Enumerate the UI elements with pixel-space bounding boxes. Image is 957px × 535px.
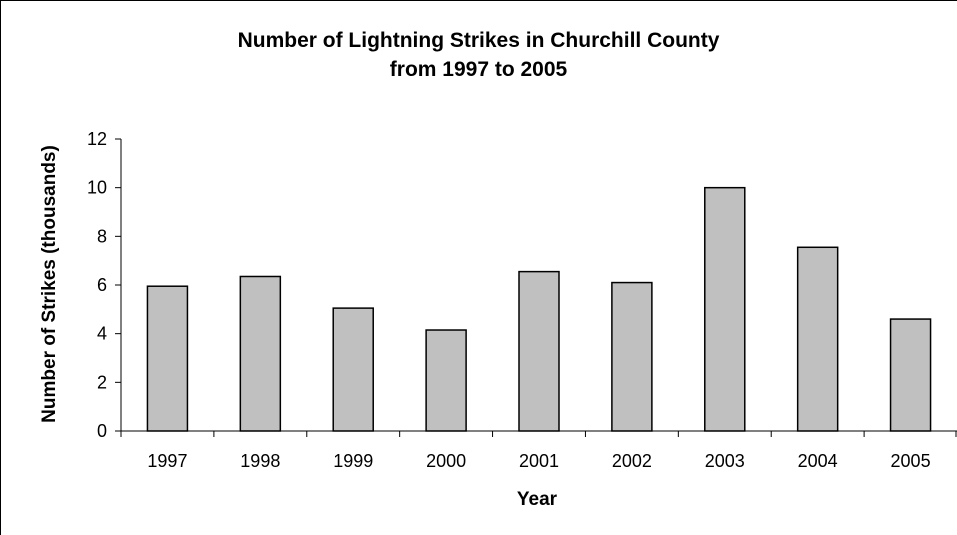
chart-title-line-2: from 1997 to 2005 xyxy=(389,58,568,81)
x-tick-label: 2004 xyxy=(798,451,838,471)
bar-2005 xyxy=(889,318,932,432)
bar-2004 xyxy=(796,246,839,432)
x-axis-title: Year xyxy=(517,489,558,510)
x-tick-label: 2000 xyxy=(426,451,466,471)
x-tick-label: 2002 xyxy=(612,451,652,471)
y-tick-label: 0 xyxy=(97,421,107,441)
y-axis-title: Number of Strikes (thousands) xyxy=(39,145,60,423)
bar-1997 xyxy=(146,285,189,432)
x-tick-label: 2005 xyxy=(891,451,931,471)
y-tick-label: 2 xyxy=(97,372,107,392)
bar-1999 xyxy=(332,307,374,432)
bar-2003 xyxy=(704,186,746,432)
x-tick-label: 1998 xyxy=(240,451,280,471)
bar-1998 xyxy=(239,275,282,432)
chart-title: Number of Lightning Strikes in Churchill… xyxy=(0,26,957,84)
y-tick-label: 12 xyxy=(87,129,107,149)
plot-area: 0 2 4 6 8 10 12 1997 1998 1999 2000 2001 2002 2003 200… xyxy=(87,129,957,471)
chart-title-line-1: Number of Lightning Strikes in Churchill… xyxy=(237,29,720,52)
bar-2001 xyxy=(518,270,560,432)
y-tick-label: 4 xyxy=(97,324,107,344)
x-tick-label: 2003 xyxy=(705,451,745,471)
x-tick-label: 2001 xyxy=(519,451,559,471)
bar-2000 xyxy=(425,329,467,432)
y-tick-label: 6 xyxy=(97,275,107,295)
y-tick-label: 8 xyxy=(97,226,107,246)
y-tick-label: 10 xyxy=(87,178,107,198)
x-tick-label: 1997 xyxy=(147,451,187,471)
x-tick-label: 1999 xyxy=(333,451,373,471)
bar-2002 xyxy=(611,281,653,432)
